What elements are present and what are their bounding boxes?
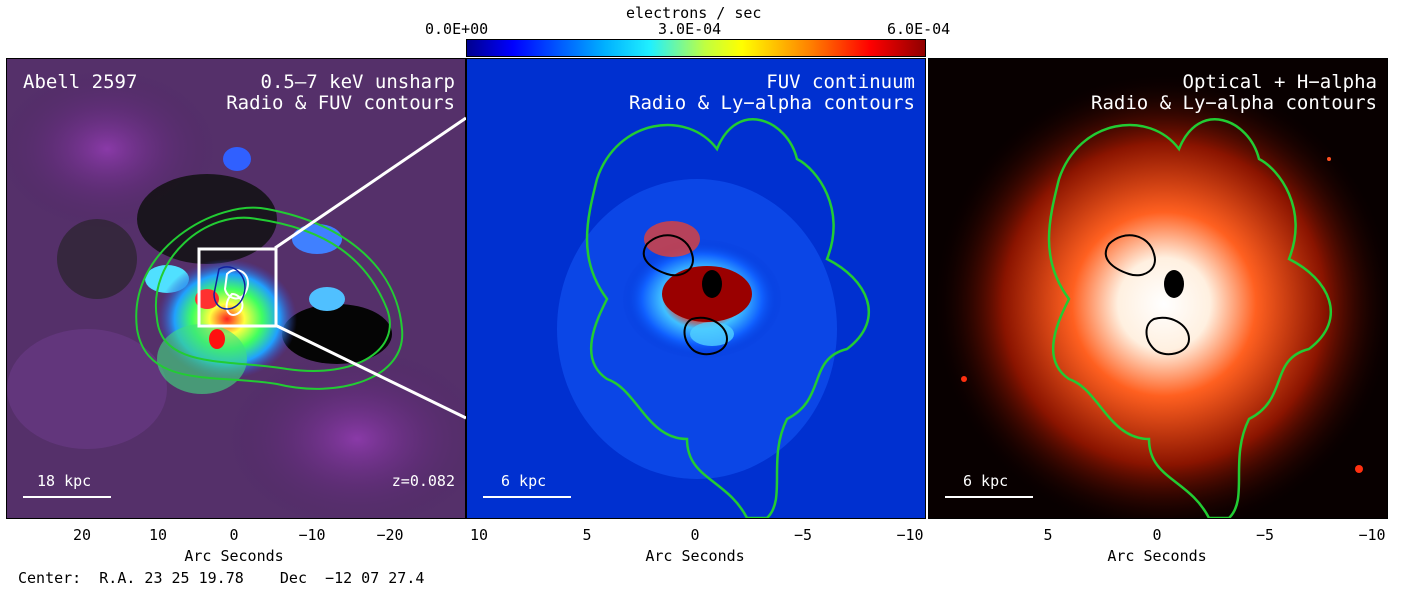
xray-redshift-label: z=0.082 bbox=[391, 472, 455, 490]
colorbar-tick-mid: 3.0E-04 bbox=[658, 20, 722, 38]
optical-scale-bar bbox=[945, 496, 1033, 498]
xray-tick-label: 10 bbox=[148, 526, 168, 544]
fuv-scale-bar bbox=[483, 496, 571, 498]
optical-scale-label: 6 kpc bbox=[963, 472, 1009, 490]
xray-image bbox=[7, 59, 465, 518]
fuv-tick-label: −10 bbox=[896, 526, 924, 544]
xray-scale-label: 18 kpc bbox=[37, 472, 92, 490]
fuv-scale-label: 6 kpc bbox=[501, 472, 547, 490]
fuv-image-panel: FUV continuum Radio & Ly−alpha contours … bbox=[466, 58, 926, 519]
colorbar-tick-min: 0.0E+00 bbox=[425, 20, 489, 38]
fuv-tick-label: −5 bbox=[793, 526, 813, 544]
fuv-axis-title: Arc Seconds bbox=[645, 547, 745, 565]
optical-tick-label: 5 bbox=[1043, 526, 1053, 544]
colorbar bbox=[466, 39, 926, 57]
fuv-band-label: FUV continuum bbox=[766, 71, 915, 93]
xray-tick-label: 20 bbox=[72, 526, 92, 544]
fuv-contour-label: Radio & Ly−alpha contours bbox=[629, 92, 915, 114]
optical-band-label: Optical + H−alpha bbox=[1182, 71, 1377, 93]
xray-scale-bar bbox=[23, 496, 111, 498]
xray-axis-title: Arc Seconds bbox=[184, 547, 284, 565]
xray-target-title: Abell 2597 bbox=[23, 71, 138, 93]
optical-contour-label: Radio & Ly−alpha contours bbox=[1091, 92, 1377, 114]
optical-tick-label: 0 bbox=[1152, 526, 1162, 544]
fuv-image bbox=[467, 59, 925, 518]
fuv-tick-label: 5 bbox=[582, 526, 592, 544]
xray-tick-label: −20 bbox=[376, 526, 404, 544]
optical-image-panel: Optical + H−alpha Radio & Ly−alpha conto… bbox=[928, 58, 1388, 519]
optical-axis-title: Arc Seconds bbox=[1107, 547, 1207, 565]
colorbar-tick-max: 6.0E-04 bbox=[887, 20, 951, 38]
xray-tick-label: 0 bbox=[229, 526, 239, 544]
optical-tick-label: −10 bbox=[1358, 526, 1386, 544]
optical-image bbox=[929, 59, 1387, 518]
xray-image-panel: Abell 2597 0.5–7 keV unsharp Radio & FUV… bbox=[6, 58, 466, 519]
optical-tick-label: −5 bbox=[1255, 526, 1275, 544]
center-coordinates: Center: R.A. 23 25 19.78 Dec −12 07 27.4 bbox=[18, 569, 425, 587]
colorbar-title: electrons / sec bbox=[626, 4, 762, 22]
xray-contour-label: Radio & FUV contours bbox=[226, 92, 455, 114]
fuv-tick-label: 0 bbox=[690, 526, 700, 544]
xray-band-label: 0.5–7 keV unsharp bbox=[260, 71, 455, 93]
fuv-tick-label: 10 bbox=[469, 526, 489, 544]
xray-tick-label: −10 bbox=[298, 526, 326, 544]
